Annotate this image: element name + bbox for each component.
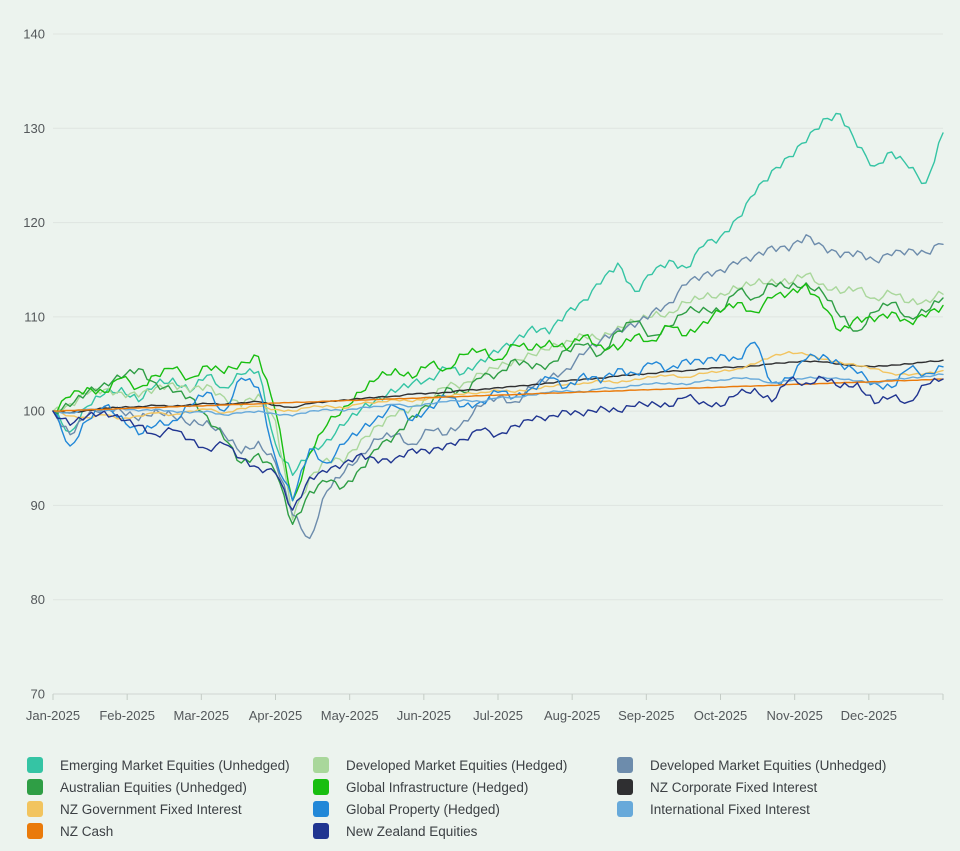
chart-canvas: 140 130 120 110 100 90 80 70 Jan-2025 Feb-2025 Mar… — [23, 27, 944, 723]
chart-legend: Emerging Market Equities (Unhedged) Devel… — [0, 745, 960, 842]
legend-item-nz-government-fixed-interest[interactable]: NZ Government Fixed Interest — [27, 801, 313, 817]
y-axis-label: 70 — [31, 687, 45, 702]
y-axis-label: 80 — [31, 592, 45, 607]
y-axis-label: 130 — [23, 121, 45, 136]
legend-item-global-property-hedged[interactable]: Global Property (Hedged) — [313, 801, 617, 817]
y-axis-label: 140 — [23, 27, 45, 42]
x-axis-label: Jan-2025 — [26, 708, 80, 723]
y-axis-label: 90 — [31, 498, 45, 513]
legend-item-developed-market-equities-hedged[interactable]: Developed Market Equities (Hedged) — [313, 757, 617, 773]
x-axis-label: May-2025 — [321, 708, 379, 723]
series-line-emerging-market-equities-unhedged — [52, 112, 944, 476]
legend-item-australian-equities-unhedged[interactable]: Australian Equities (Unhedged) — [27, 779, 313, 795]
x-axis-label: Jun-2025 — [397, 708, 451, 723]
x-axis-label: Sep-2025 — [618, 708, 674, 723]
legend-item-nz-corporate-fixed-interest[interactable]: NZ Corporate Fixed Interest — [617, 779, 960, 795]
legend-label: New Zealand Equities — [346, 823, 478, 839]
x-axis-label: Mar-2025 — [174, 708, 230, 723]
legend-label: Emerging Market Equities (Unhedged) — [60, 757, 290, 773]
x-axis-label: Aug-2025 — [544, 708, 600, 723]
legend-item-international-fixed-interest[interactable]: International Fixed Interest — [617, 801, 960, 817]
series-line-developed-market-equities-hedged — [52, 272, 944, 521]
legend-item-developed-market-equities-unhedged[interactable]: Developed Market Equities (Unhedged) — [617, 757, 960, 773]
legend-swatch-icon — [617, 779, 633, 795]
y-axis-label: 100 — [23, 404, 45, 419]
performance-line-chart: 140 130 120 110 100 90 80 70 Jan-2025 Feb-2025 Mar… — [23, 27, 944, 723]
x-axis-label: Nov-2025 — [766, 708, 822, 723]
x-axis-label: Dec-2025 — [841, 708, 897, 723]
legend-swatch-icon — [617, 801, 633, 817]
series-line-nz-corporate-fixed-interest — [52, 359, 944, 414]
x-axis-label: Feb-2025 — [99, 708, 155, 723]
legend-label: NZ Corporate Fixed Interest — [650, 779, 818, 795]
legend-label: Developed Market Equities (Unhedged) — [650, 757, 887, 773]
legend-item-emerging-market-equities-unhedged[interactable]: Emerging Market Equities (Unhedged) — [27, 757, 313, 773]
legend-label: Global Infrastructure (Hedged) — [346, 779, 529, 795]
legend-swatch-icon — [27, 801, 43, 817]
legend-swatch-icon — [27, 757, 43, 773]
legend-swatch-icon — [313, 801, 329, 817]
legend-swatch-icon — [27, 823, 43, 839]
legend-item-new-zealand-equities[interactable]: New Zealand Equities — [313, 823, 617, 839]
y-axis-label: 110 — [24, 309, 45, 324]
legend-label: NZ Cash — [60, 823, 114, 839]
legend-item-nz-cash[interactable]: NZ Cash — [27, 823, 313, 839]
x-axis-label: Apr-2025 — [249, 708, 302, 723]
legend-swatch-icon — [313, 757, 329, 773]
series-line-australian-equities-unhedged — [52, 281, 944, 525]
series-line-developed-market-equities-unhedged — [52, 234, 944, 540]
series-line-nz-government-fixed-interest — [52, 351, 944, 420]
series-line-nz-cash — [52, 378, 944, 412]
series-line-global-infrastructure-hedged — [52, 283, 944, 502]
legend-swatch-icon — [27, 779, 43, 795]
legend-label: Global Property (Hedged) — [346, 801, 500, 817]
x-axis-label: Oct-2025 — [694, 708, 747, 723]
y-axis-label: 120 — [23, 215, 45, 230]
legend-label: NZ Government Fixed Interest — [60, 801, 242, 817]
series-line-new-zealand-equities — [52, 375, 944, 511]
legend-swatch-icon — [313, 823, 329, 839]
series-line-global-property-hedged — [52, 341, 944, 502]
legend-item-global-infrastructure-hedged[interactable]: Global Infrastructure (Hedged) — [313, 779, 617, 795]
legend-label: International Fixed Interest — [650, 801, 810, 817]
x-axis-label: Jul-2025 — [473, 708, 523, 723]
legend-swatch-icon — [313, 779, 329, 795]
legend-swatch-icon — [617, 757, 633, 773]
legend-label: Australian Equities (Unhedged) — [60, 779, 247, 795]
legend-label: Developed Market Equities (Hedged) — [346, 757, 568, 773]
